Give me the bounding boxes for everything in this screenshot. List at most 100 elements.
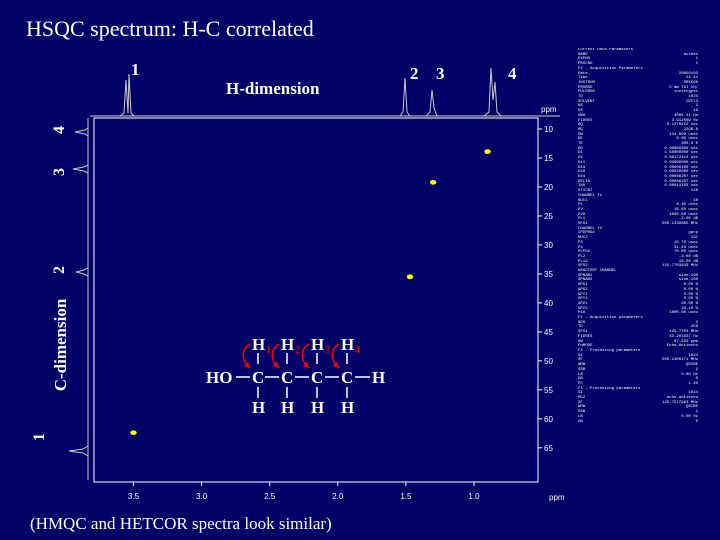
param-key: DW (578, 132, 583, 137)
param-key: D24 (578, 174, 586, 179)
param-value: 500.1300171 MHz (661, 358, 698, 363)
y-axis-unit: ppm (541, 105, 557, 114)
param-key: TD (578, 325, 583, 330)
y-tick-label: 60 (544, 415, 553, 424)
param-value: 1000.00 usec (669, 311, 698, 316)
param-value: echo-antiecho (666, 396, 698, 401)
param-row: ST1CNT 128 (578, 189, 698, 194)
param-row: SI 1024 (578, 354, 698, 359)
param-key: RG (578, 127, 583, 132)
param-row: PL2 -3.00 dB (578, 255, 698, 260)
param-value: 300.0 K (681, 142, 698, 147)
param-value: 16 (693, 109, 698, 114)
param-key: NS (578, 104, 583, 109)
param-value: 125.7577963 MHz (661, 400, 698, 405)
param-key: WDW (578, 363, 586, 368)
param-key: FIDRES (578, 334, 593, 339)
param-row: P2 16.80 usec (578, 208, 698, 213)
top-peak-1 (119, 73, 135, 117)
x-tick-label: 1.5 (400, 492, 412, 501)
param-value: 1024 (688, 391, 698, 396)
param-value: 2 (695, 320, 698, 325)
param-value: 2 (695, 367, 698, 372)
param-row: CHANNEL f2 (578, 227, 698, 232)
cross-peak (429, 179, 437, 185)
param-key: DELTA (578, 179, 591, 184)
param-row: LB 0.00 Hz (578, 415, 698, 420)
param-row: GPNAM1 sine.100 (578, 274, 698, 279)
param-value: 0.00 % (683, 283, 698, 288)
param-row: P1 8.40 usec (578, 203, 698, 208)
params-rows: NAME butbe1 EXPNO 1 PROCNO 1 F2 - Acquisition … (578, 53, 698, 425)
param-row: LB 0.00 Hz (578, 373, 698, 378)
param-key: GPNAM2 (578, 278, 593, 283)
param-key: INSTRUM (578, 80, 595, 85)
param-value: invietgpsi (673, 90, 698, 95)
y-tick-label: 55 (544, 386, 553, 395)
param-value: 500.1330885 MHz (661, 222, 698, 227)
carbon-4: C (341, 368, 353, 387)
y-tick-label: 50 (544, 357, 553, 366)
param-value: 1024 (688, 95, 698, 100)
param-row: GB 0 (578, 377, 698, 382)
param-value: 1.50000000 sec (664, 151, 698, 156)
param-key: GPY2 (578, 297, 588, 302)
param-key: PCPD2 (578, 250, 591, 255)
left-peak-label-4: 4 (51, 126, 68, 134)
param-key: CHANNEL f2 (578, 226, 603, 231)
param-row: GPY1 0.00 % (578, 293, 698, 298)
top-peak-label-2: 2 (410, 64, 419, 83)
param-key: F1 - Acquisition parameters (578, 316, 643, 321)
param-row: GPX1 0.00 % (578, 283, 698, 288)
param-key: PL2 (578, 254, 586, 259)
slide-title: HSQC spectrum: H-C correlated (26, 16, 314, 41)
param-row: NUC2 13C (578, 236, 698, 241)
param-key: MC2 (578, 396, 586, 401)
x-tick-label: 1.0 (468, 492, 480, 501)
param-row: P16 1000.00 usec (578, 311, 698, 316)
param-row: F2 - Acquisition Parameters (578, 67, 698, 72)
param-value: 2 (695, 104, 698, 109)
carbon-1: C (252, 368, 264, 387)
top-h-4: H (341, 335, 354, 354)
param-row: GPY2 0.00 % (578, 297, 698, 302)
param-value: 0.00 Hz (681, 414, 698, 419)
param-row: GPZ1 80.00 % (578, 302, 698, 307)
param-key: CPDPRG2 (578, 231, 595, 236)
param-row: NS 2 (578, 104, 698, 109)
param-key: D11 (578, 160, 586, 165)
param-row: SOLVENT CDCl3 (578, 100, 698, 105)
param-value: sine.100 (678, 278, 698, 283)
y-tick-label: 30 (544, 241, 553, 250)
param-value: QSINE (685, 405, 698, 410)
param-row: FIDRES 33.201637 Hz (578, 335, 698, 340)
param-key: SFO1 (578, 330, 588, 335)
param-key: SFO2 (578, 264, 588, 269)
param-key: GPY1 (578, 292, 588, 297)
param-value: 80.00 % (681, 301, 698, 306)
param-row: SF 125.7577963 MHz (578, 401, 698, 406)
param-row: PCPD2 70.00 usec (578, 250, 698, 255)
y-tick-label: 35 (544, 270, 553, 279)
structure-numbers: 1 2 3 4 (266, 345, 360, 356)
param-value: -3.00 dB (678, 217, 698, 222)
param-row: P3 15.70 usec (578, 241, 698, 246)
left-peak-2 (75, 267, 89, 277)
param-value: 128 (690, 189, 698, 194)
param-key: NUC2 (578, 236, 588, 241)
param-value: 20.10 % (681, 306, 698, 311)
param-value: -3.00 dB (678, 254, 698, 259)
param-key: SF (578, 400, 583, 405)
param-key: FnMODE (578, 344, 593, 349)
param-value: 0.00011763 sec (664, 184, 698, 189)
param-key: GPZ2 (578, 306, 588, 311)
param-key: SF (578, 358, 583, 363)
param-value: 125.7703 MHz (669, 330, 698, 335)
x-tick-label: 2.0 (332, 492, 344, 501)
param-key: EXPNO (578, 57, 591, 62)
param-row: PL1 -3.00 dB (578, 217, 698, 222)
plot-border (93, 117, 539, 483)
param-key: D0 (578, 146, 583, 151)
param-key: D16 (578, 170, 586, 175)
